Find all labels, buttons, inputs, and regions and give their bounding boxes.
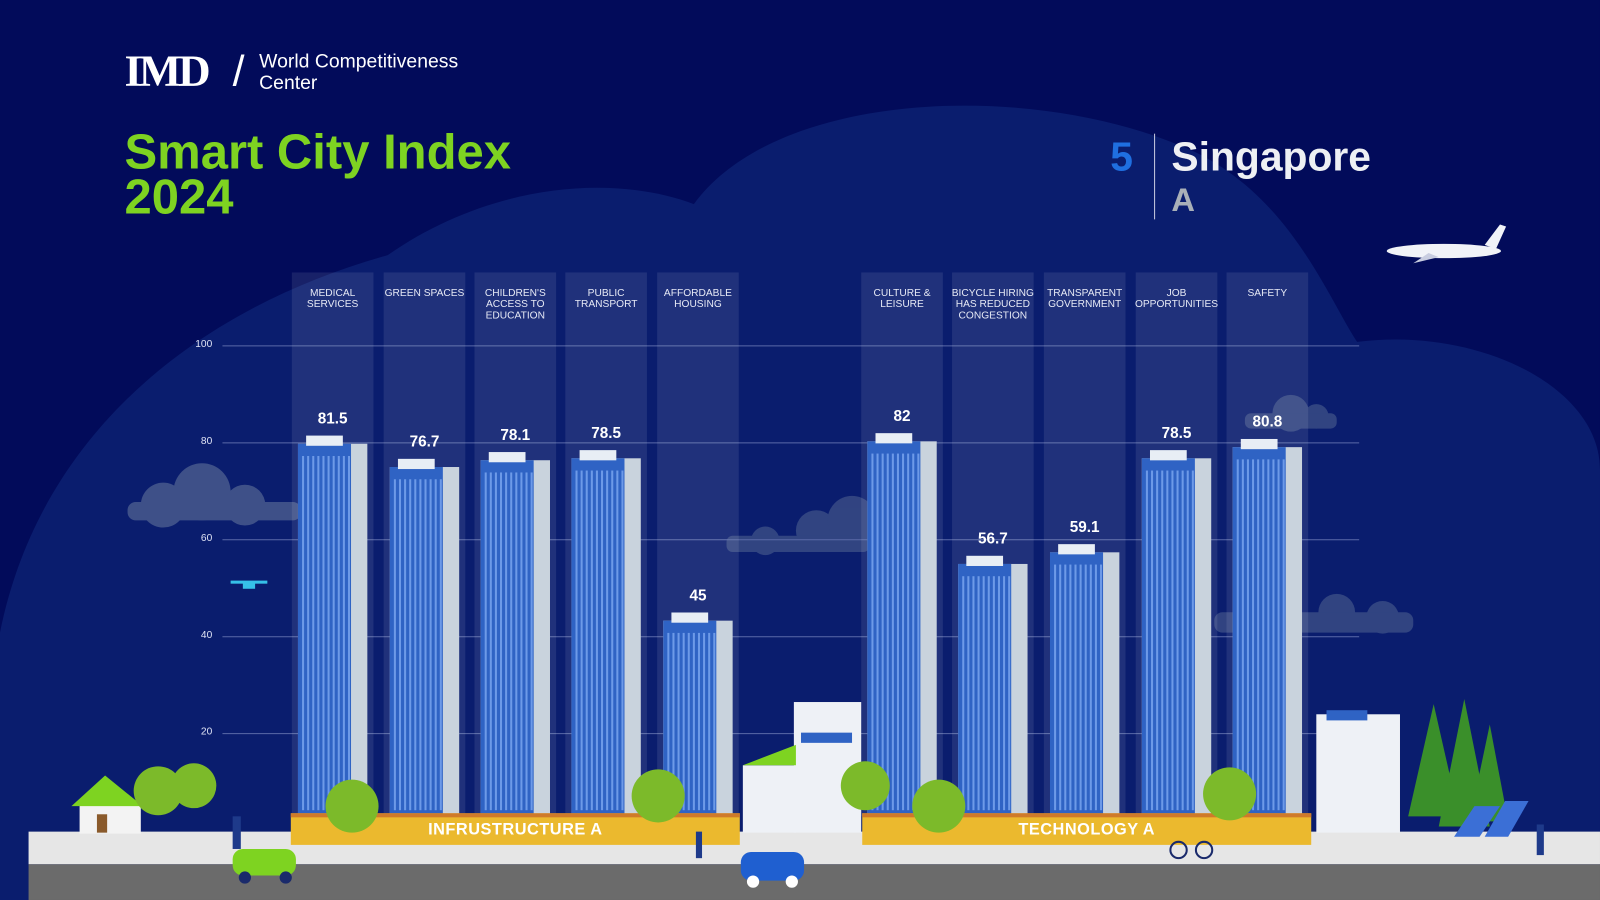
category-label: Job opportunities xyxy=(1134,287,1219,311)
category-label: Safety xyxy=(1247,287,1288,299)
imd-logo: IMD xyxy=(124,45,210,96)
page-title: Smart City Index 2024 xyxy=(124,125,511,225)
tree-icons xyxy=(133,761,1257,833)
bar xyxy=(571,450,641,817)
bars: 81.5 76.7 78.1 78.5 45 82 56.7 59.1 78.5 80.8 xyxy=(297,408,1303,817)
value-label: 78.5 xyxy=(591,425,621,442)
category-label: Bicycle hiring has reduced congestion xyxy=(951,287,1034,322)
airplane-icon xyxy=(1386,224,1507,264)
city-grade: A xyxy=(1171,181,1196,219)
bar xyxy=(1141,450,1212,817)
category-label: Transparent government xyxy=(1047,287,1123,311)
value-label: 80.8 xyxy=(1252,414,1282,431)
pedestrian-icons xyxy=(232,816,1544,859)
y-tick-label: 100 xyxy=(195,338,213,350)
city-name: Singapore xyxy=(1171,134,1372,180)
y-tick-label: 60 xyxy=(200,532,213,544)
cloud-left xyxy=(127,463,302,528)
org-name: World Competitiveness Center xyxy=(259,51,459,94)
car-blue-icon xyxy=(740,852,805,888)
bar xyxy=(1049,544,1120,817)
value-label: 81.5 xyxy=(318,410,348,427)
bar xyxy=(958,555,1028,817)
value-label: 59.1 xyxy=(1070,519,1100,536)
value-label: 78.5 xyxy=(1162,425,1192,442)
cyclist-icon xyxy=(1169,840,1214,860)
house-icon xyxy=(71,775,143,834)
value-label: 78.1 xyxy=(500,427,530,444)
category-label: Medical services xyxy=(306,287,359,311)
category-label: Green spaces xyxy=(384,287,465,299)
pine-trees xyxy=(1408,698,1509,827)
divider xyxy=(1154,133,1156,220)
solar-panels xyxy=(1454,801,1529,837)
value-label: 45 xyxy=(689,587,707,604)
bar xyxy=(1232,438,1303,817)
bar xyxy=(480,452,550,817)
city-rank: 5 xyxy=(1110,134,1133,180)
bar xyxy=(389,458,460,817)
y-tick-label: 80 xyxy=(200,435,213,447)
value-label: 76.7 xyxy=(410,434,440,451)
value-label: 82 xyxy=(894,408,911,425)
category-label: Children's access to education xyxy=(484,287,546,322)
bar xyxy=(297,435,368,817)
bar xyxy=(867,433,937,817)
y-tick-label: 20 xyxy=(200,726,213,738)
car-green-icon xyxy=(232,848,296,884)
category-label: Public transport xyxy=(574,287,638,311)
category-label: Culture & leisure xyxy=(873,287,931,311)
band-label-technology: TECHNOLOGY A xyxy=(1018,821,1156,839)
value-label: 56.7 xyxy=(978,531,1008,548)
category-label: Affordable housing xyxy=(663,287,732,311)
logo-separator: / xyxy=(232,46,245,95)
y-tick-label: 40 xyxy=(200,629,213,641)
band-label-infrastructure: INFRUSTRUCTURE A xyxy=(428,821,603,839)
drone-icon xyxy=(230,580,268,589)
police-building xyxy=(1316,710,1400,833)
